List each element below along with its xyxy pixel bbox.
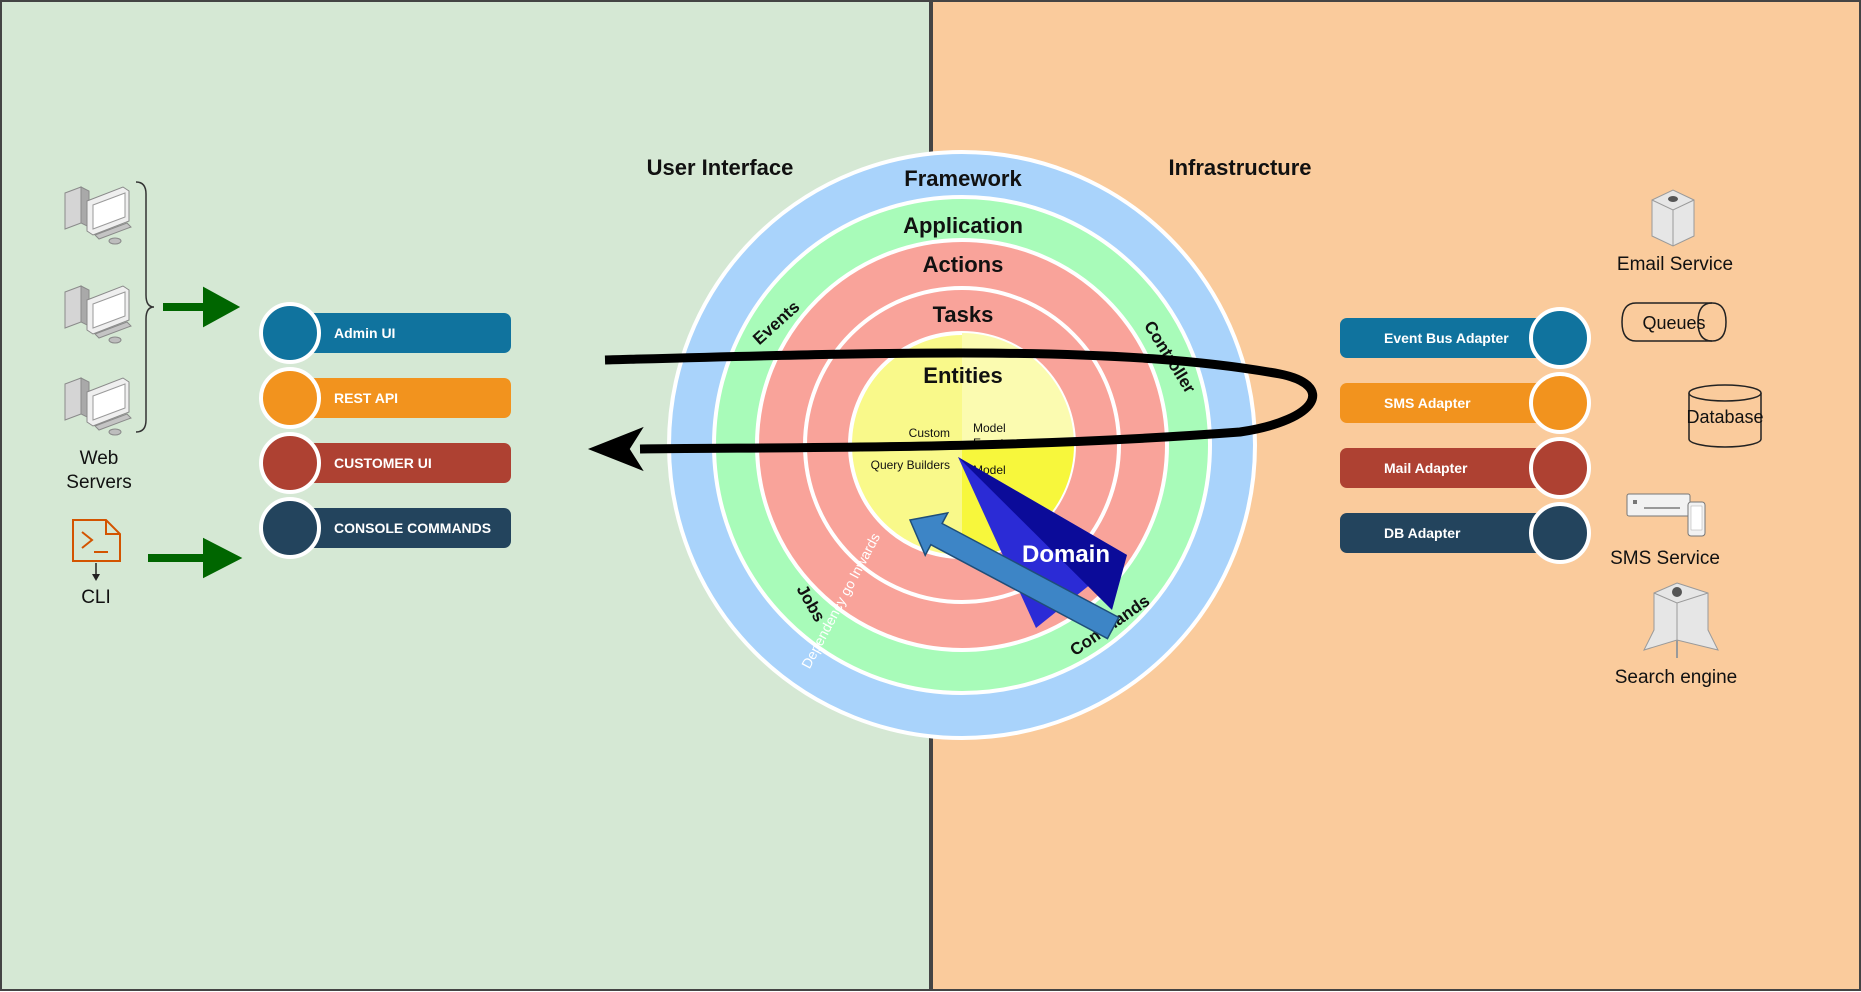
query-builders-label: Query Builders — [871, 458, 950, 472]
cli-label: CLI — [81, 587, 111, 608]
ui-pill-console[interactable]: CONSOLE COMMANDS — [259, 497, 511, 559]
ui-pill-customer-circle — [259, 432, 321, 494]
cli-icon — [72, 519, 121, 581]
adapter-sms[interactable]: SMS Adapter — [1340, 372, 1591, 434]
tasks-label: Tasks — [933, 302, 994, 327]
ui-pill-admin-label: Admin UI — [334, 325, 395, 341]
ui-pill-admin-circle — [259, 302, 321, 364]
user-interface-title: User Interface — [647, 155, 794, 180]
actions-label: Actions — [923, 252, 1004, 277]
adapter-event-bus-label: Event Bus Adapter — [1384, 330, 1509, 346]
ui-pill-admin[interactable]: Admin UI — [259, 302, 511, 364]
ui-pill-rest-api-label: REST API — [334, 390, 398, 406]
entities-label: Entities — [923, 363, 1002, 388]
ui-pill-rest-api-circle — [259, 367, 321, 429]
adapter-event-bus-circle — [1529, 307, 1591, 369]
adapter-event-bus[interactable]: Event Bus Adapter — [1340, 307, 1591, 369]
ui-pill-rest-api[interactable]: REST API — [259, 367, 511, 429]
search-engine-icon — [1643, 582, 1719, 658]
ui-pill-customer[interactable]: CUSTOMER UI — [259, 432, 511, 494]
database-label: Database — [1686, 407, 1763, 427]
core-quadrant-top-right — [962, 333, 1074, 445]
adapter-db[interactable]: DB Adapter — [1340, 502, 1591, 564]
adapter-mail-circle — [1529, 437, 1591, 499]
database-icon — [1688, 384, 1762, 448]
adapter-sms-label: SMS Adapter — [1384, 395, 1471, 411]
web-servers-label-line1: Web — [80, 448, 119, 469]
email-service-label: Email Service — [1617, 254, 1733, 275]
cli-arrow — [148, 537, 243, 579]
sms-service-label: SMS Service — [1610, 548, 1720, 569]
dependency-arrow — [908, 511, 1120, 640]
model-label: Model — [973, 421, 1006, 435]
ui-pill-console-label: CONSOLE COMMANDS — [334, 520, 491, 536]
ui-pill-console-circle — [259, 497, 321, 559]
adapter-db-circle — [1529, 502, 1591, 564]
web-servers-brace — [135, 181, 155, 433]
adapter-mail-label: Mail Adapter — [1384, 460, 1468, 476]
web-servers-arrow — [163, 286, 241, 328]
domain-wedge-shade — [958, 457, 1127, 610]
infrastructure-title: Infrastructure — [1168, 155, 1311, 180]
queues-icon — [1621, 302, 1727, 342]
adapter-sms-circle — [1529, 372, 1591, 434]
application-label: Application — [903, 213, 1023, 238]
framework-label: Framework — [904, 166, 1022, 191]
sms-service-icon — [1626, 493, 1706, 537]
domain-wedge — [958, 457, 1127, 628]
request-flow-loop — [604, 348, 1318, 454]
custom-label: Custom — [909, 426, 950, 440]
queues-label: Queues — [1642, 313, 1705, 333]
search-engine-label: Search engine — [1615, 667, 1738, 688]
email-service-icon — [1651, 189, 1695, 247]
adapter-db-label: DB Adapter — [1384, 525, 1461, 541]
domain-label: Domain — [1022, 541, 1110, 568]
request-flow-arrowhead — [587, 426, 644, 472]
adapter-mail[interactable]: Mail Adapter — [1340, 437, 1591, 499]
ui-pill-customer-label: CUSTOMER UI — [334, 455, 432, 471]
web-servers-label-line2: Servers — [66, 472, 131, 493]
